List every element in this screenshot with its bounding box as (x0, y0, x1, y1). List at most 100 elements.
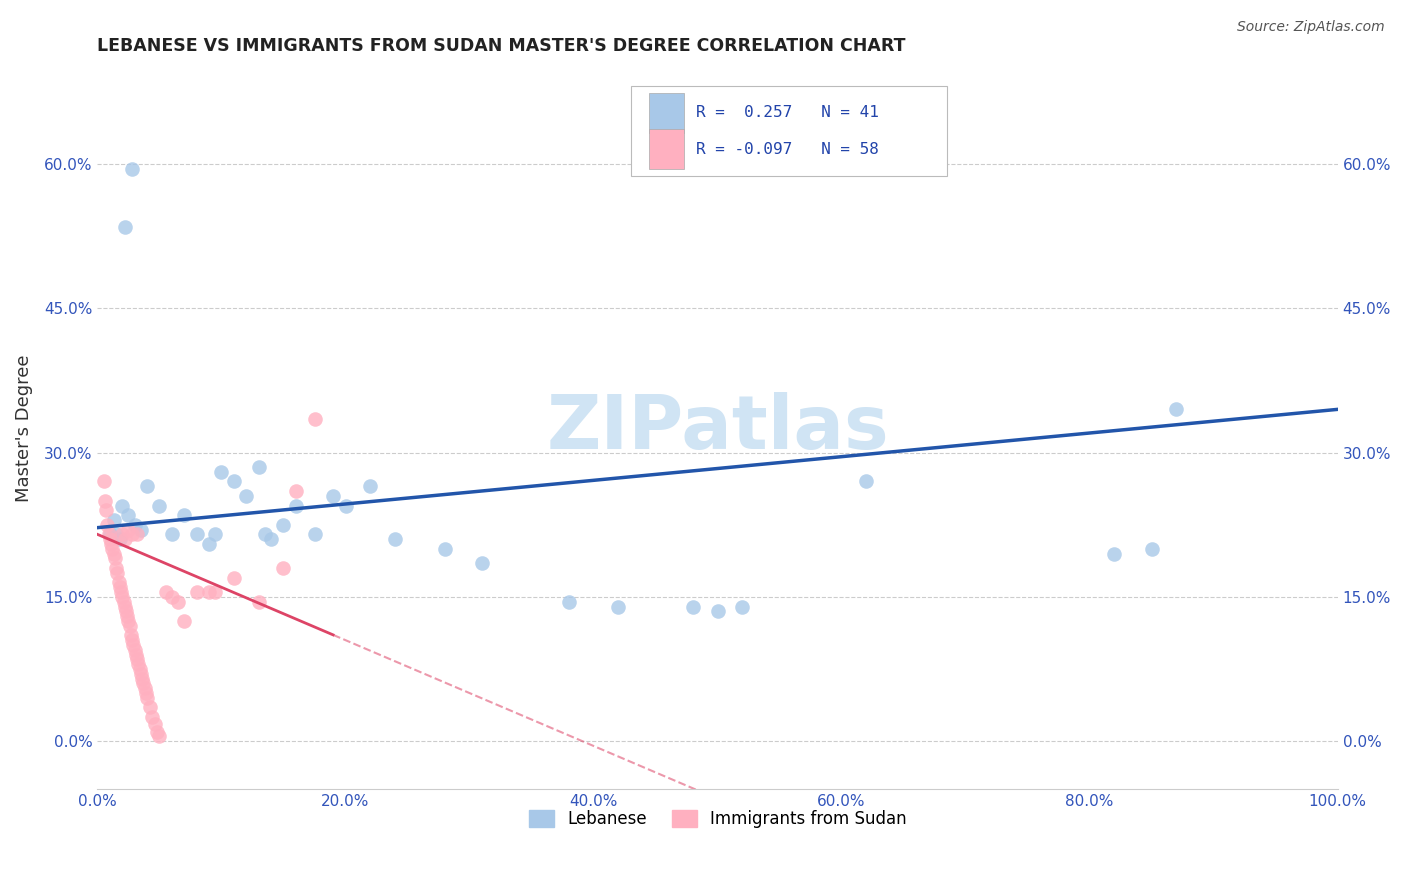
Point (335, 499, 357, 513)
Point (105, 561, 128, 575)
Point (115, 604, 138, 618)
Point (98, 527, 121, 541)
Point (384, 532, 406, 546)
Point (117, 523, 139, 537)
Point (141, 710, 163, 724)
Point (132, 676, 155, 690)
Point (167, 595, 190, 609)
Text: LEBANESE VS IMMIGRANTS FROM SUDAN MASTER'S DEGREE CORRELATION CHART: LEBANESE VS IMMIGRANTS FROM SUDAN MASTER… (97, 37, 905, 55)
Point (125, 648, 148, 662)
Point (97, 527, 120, 541)
Point (143, 716, 166, 731)
Point (131, 672, 153, 686)
Point (104, 551, 127, 566)
Point (96, 517, 118, 532)
Point (135, 686, 157, 700)
Point (284, 484, 307, 499)
Point (204, 585, 226, 599)
Point (117, 614, 139, 628)
Y-axis label: Master's Degree: Master's Degree (15, 355, 32, 502)
Point (304, 412, 326, 426)
Point (138, 700, 160, 714)
Point (114, 599, 136, 614)
Point (198, 537, 221, 551)
Point (706, 604, 728, 618)
Text: ZIPatlas: ZIPatlas (547, 392, 889, 465)
Point (1104, 547, 1126, 561)
Text: R = -0.097   N = 58: R = -0.097 N = 58 (696, 142, 879, 157)
Point (173, 508, 195, 523)
Point (146, 724, 169, 739)
Point (105, 566, 128, 580)
Point (108, 580, 131, 594)
Point (121, 527, 143, 541)
Point (96, 503, 118, 517)
Point (120, 628, 142, 642)
Point (127, 527, 149, 541)
Point (186, 585, 208, 599)
Point (105, 527, 128, 541)
FancyBboxPatch shape (650, 93, 685, 133)
Point (607, 599, 630, 614)
Point (471, 556, 494, 570)
Point (114, 219, 136, 234)
Point (359, 479, 381, 493)
Point (682, 599, 704, 614)
FancyBboxPatch shape (650, 129, 685, 169)
Point (122, 638, 145, 652)
Point (112, 595, 135, 609)
Point (304, 527, 326, 541)
Point (433, 541, 456, 556)
Point (211, 465, 233, 479)
Point (155, 585, 177, 599)
Point (186, 527, 208, 541)
Point (235, 489, 257, 503)
Text: Source: ZipAtlas.com: Source: ZipAtlas.com (1237, 20, 1385, 34)
Point (260, 532, 283, 546)
Point (107, 575, 129, 590)
Point (855, 475, 877, 489)
Point (253, 527, 276, 541)
Point (160, 590, 183, 604)
Point (1140, 541, 1163, 556)
Point (98, 532, 121, 546)
Point (121, 161, 143, 176)
Point (160, 527, 183, 541)
Point (204, 527, 226, 541)
Point (110, 585, 132, 599)
Point (222, 571, 245, 585)
Point (103, 513, 125, 527)
Point (247, 460, 270, 475)
Point (247, 595, 270, 609)
Point (322, 489, 344, 503)
Point (111, 527, 134, 541)
Point (128, 662, 150, 676)
Point (173, 614, 195, 628)
Text: R =  0.257   N = 41: R = 0.257 N = 41 (696, 105, 879, 120)
Point (118, 618, 141, 632)
Point (148, 499, 170, 513)
Point (1166, 402, 1188, 417)
Point (100, 537, 122, 551)
Point (94, 493, 117, 508)
Point (273, 561, 295, 575)
Point (284, 499, 307, 513)
FancyBboxPatch shape (631, 86, 948, 176)
Point (115, 609, 138, 624)
Point (558, 595, 581, 609)
Point (731, 599, 754, 614)
Point (124, 517, 146, 532)
Point (108, 532, 131, 546)
Point (103, 547, 125, 561)
Point (222, 475, 245, 489)
Point (198, 585, 221, 599)
Point (134, 681, 156, 696)
Point (93, 475, 115, 489)
Point (111, 499, 134, 513)
Point (129, 666, 152, 681)
Point (136, 479, 159, 493)
Point (111, 590, 134, 604)
Point (127, 652, 149, 666)
Point (129, 523, 152, 537)
Point (127, 657, 149, 672)
